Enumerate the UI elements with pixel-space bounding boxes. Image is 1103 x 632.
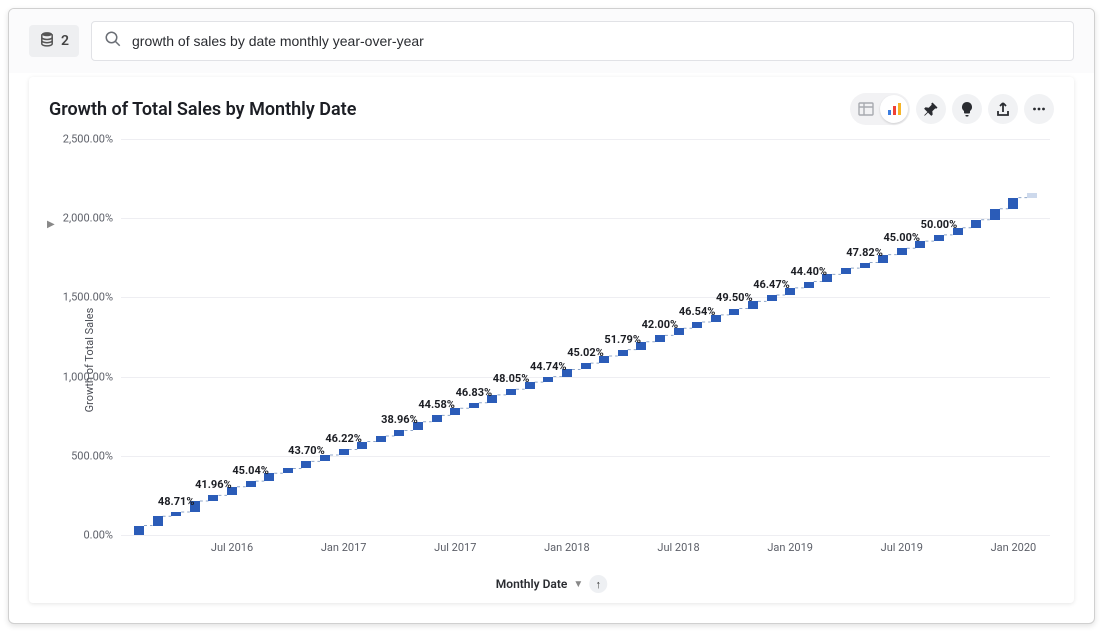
y-tick-label: 0.00% (83, 529, 113, 542)
data-label: 46.22% (325, 432, 362, 445)
x-tick-label: Jul 2017 (434, 541, 476, 554)
chart-plot[interactable]: 0.00%500.00%1,000.00%1,500.00%2,000.00%2… (121, 139, 1050, 536)
chart-bar[interactable] (990, 209, 1000, 220)
chart-bar[interactable] (394, 430, 404, 436)
chart-bar[interactable] (860, 263, 870, 269)
data-label: 45.04% (232, 464, 269, 477)
share-button[interactable] (988, 94, 1018, 124)
x-tick-label: Jul 2019 (881, 541, 923, 554)
chart-bar[interactable] (1027, 193, 1037, 198)
chart-panel: Growth of Total Sales by Monthly Date (29, 77, 1074, 603)
chart-bar[interactable] (543, 377, 553, 383)
chart-view-icon[interactable] (880, 95, 908, 123)
lightbulb-button[interactable] (952, 94, 982, 124)
gridline (121, 377, 1050, 378)
data-label: 46.83% (456, 386, 493, 399)
data-label: 50.00% (921, 218, 958, 231)
gridline (121, 139, 1050, 140)
chevron-down-icon: ▼ (573, 579, 583, 590)
chart-bar[interactable] (897, 248, 907, 254)
chart-area: Growth of Total Sales ▶ 0.00%500.00%1,00… (41, 129, 1062, 591)
y-tick-label: 2,500.00% (63, 133, 113, 146)
more-button[interactable] (1024, 94, 1054, 124)
x-tick-label: Jan 2019 (767, 541, 813, 554)
data-label: 41.96% (195, 478, 232, 491)
y-axis-title: Growth of Total Sales (83, 308, 96, 413)
gridline (121, 535, 1050, 536)
x-axis-title: Monthly Date (496, 577, 568, 591)
panel-header: Growth of Total Sales by Monthly Date (29, 77, 1074, 125)
chart-bar[interactable] (729, 309, 739, 315)
data-label: 48.05% (493, 372, 530, 385)
chart-bar[interactable] (469, 403, 479, 409)
data-label: 45.00% (883, 231, 920, 244)
pin-button[interactable] (916, 94, 946, 124)
data-label: 42.00% (642, 318, 679, 331)
gridline (121, 218, 1050, 219)
chart-bar[interactable] (376, 436, 386, 442)
chart-bar[interactable] (246, 481, 256, 487)
data-label: 44.40% (790, 265, 827, 278)
chart-bar[interactable] (283, 468, 293, 473)
chart-bar[interactable] (339, 449, 349, 455)
chart-bar[interactable] (208, 495, 218, 501)
chart-bar[interactable] (134, 526, 144, 536)
chart-bar[interactable] (971, 220, 981, 228)
data-label: 49.50% (716, 291, 753, 304)
datasource-selector[interactable]: 2 (29, 25, 79, 57)
x-tick-label: Jul 2018 (657, 541, 699, 554)
sort-asc-icon[interactable]: ↑ (589, 575, 607, 593)
chart-bar[interactable] (934, 235, 944, 241)
chart-bar[interactable] (804, 282, 814, 288)
chart-bar[interactable] (655, 335, 665, 341)
data-label: 46.54% (679, 305, 716, 318)
x-axis-title-group[interactable]: Monthly Date ▼ ↑ (496, 575, 607, 593)
y-tick-label: 2,000.00% (63, 212, 113, 225)
gridline (121, 297, 1050, 298)
database-icon (39, 31, 55, 51)
chart-title: Growth of Total Sales by Monthly Date (49, 99, 356, 120)
y-tick-label: 1,000.00% (63, 370, 113, 383)
topbar: 2 (9, 9, 1094, 73)
y-axis-caret-icon: ▶ (47, 219, 55, 230)
gridline (121, 456, 1050, 457)
data-label: 44.58% (418, 398, 455, 411)
chart-bar[interactable] (692, 322, 702, 328)
chart-bar[interactable] (171, 512, 181, 516)
data-label: 48.71% (158, 495, 195, 508)
chart-bar[interactable] (581, 363, 591, 369)
datasource-count: 2 (61, 33, 69, 49)
data-label: 47.82% (846, 246, 883, 259)
x-tick-label: Jan 2018 (544, 541, 590, 554)
data-label: 43.70% (288, 444, 325, 457)
chart-bar[interactable] (506, 389, 516, 395)
chart-bar[interactable] (841, 268, 851, 274)
chart-bar[interactable] (1008, 198, 1018, 209)
chart-bar[interactable] (432, 415, 442, 421)
table-view-icon[interactable] (852, 95, 880, 123)
data-label: 46.47% (753, 278, 790, 291)
chart-bar[interactable] (618, 350, 628, 356)
chart-bar[interactable] (767, 295, 777, 301)
data-label: 38.96% (381, 413, 418, 426)
x-tick-label: Jan 2020 (991, 541, 1037, 554)
y-tick-label: 1,500.00% (63, 291, 113, 304)
data-label: 44.74% (530, 360, 567, 373)
data-label: 51.79% (604, 333, 641, 346)
view-toggle[interactable] (850, 93, 910, 125)
search-bar[interactable] (91, 21, 1074, 61)
data-label: 45.02% (567, 346, 604, 359)
search-icon (104, 30, 122, 52)
y-tick-label: 500.00% (71, 449, 113, 462)
chart-bar[interactable] (301, 461, 311, 468)
x-tick-label: Jul 2016 (211, 541, 253, 554)
app-frame: 2 Growth of Total Sales by Monthly Date (8, 8, 1095, 624)
chart-bar[interactable] (153, 516, 163, 525)
x-tick-label: Jan 2017 (321, 541, 367, 554)
search-input[interactable] (132, 33, 1061, 49)
panel-actions (850, 93, 1054, 125)
